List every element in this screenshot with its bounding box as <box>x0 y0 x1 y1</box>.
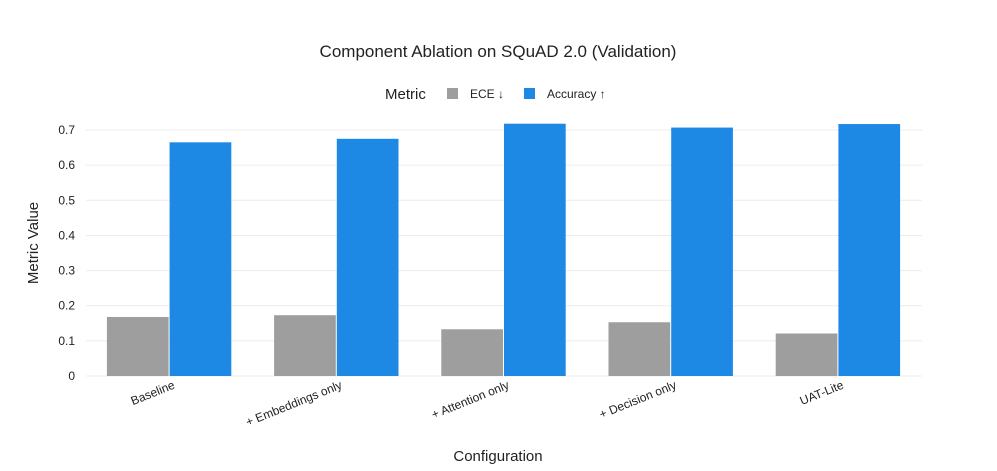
legend-label: Accuracy ↑ <box>547 87 606 101</box>
bar-accuracy <box>838 124 901 376</box>
bar-accuracy <box>504 123 566 376</box>
bar-ece <box>775 333 838 376</box>
bar-accuracy <box>671 127 733 376</box>
x-axis-title: Configuration <box>453 448 542 465</box>
y-tick-label: 0 <box>68 369 75 383</box>
legend-swatch <box>447 88 458 99</box>
y-tick-label: 0.5 <box>58 193 75 207</box>
legend-title: Metric <box>385 86 426 103</box>
y-tick-label: 0.6 <box>58 158 75 172</box>
bars <box>106 123 901 376</box>
y-axis-ticks: 0 0.1 0.2 0.3 0.4 0.5 0.6 0.7 <box>58 123 75 383</box>
x-tick-label: Baseline <box>129 378 177 408</box>
bar-ece <box>441 329 503 376</box>
y-tick-label: 0.4 <box>58 228 75 242</box>
x-tick-label: UAT-Lite <box>798 378 846 408</box>
x-axis-ticks: Baseline + Embeddings only + Attention onl… <box>129 378 846 429</box>
bar-accuracy <box>169 142 232 376</box>
x-tick-label: + Attention only <box>429 378 511 422</box>
bar-ece <box>274 315 336 376</box>
legend: Metric ECE ↓ Accuracy ↑ <box>385 86 606 103</box>
y-tick-label: 0.1 <box>58 334 75 348</box>
x-tick-label: + Decision only <box>597 378 678 422</box>
chart-title: Component Ablation on SQuAD 2.0 (Validat… <box>320 42 677 61</box>
legend-swatch <box>524 88 535 99</box>
x-tick-label: + Embeddings only <box>244 378 344 429</box>
y-tick-label: 0.7 <box>58 123 75 137</box>
y-axis-title: Metric Value <box>25 202 42 284</box>
bar-accuracy <box>336 138 399 376</box>
y-tick-label: 0.2 <box>58 299 75 313</box>
bar-ece <box>106 316 169 376</box>
y-tick-label: 0.3 <box>58 264 75 278</box>
bar-ece <box>608 322 671 376</box>
legend-label: ECE ↓ <box>470 87 504 101</box>
